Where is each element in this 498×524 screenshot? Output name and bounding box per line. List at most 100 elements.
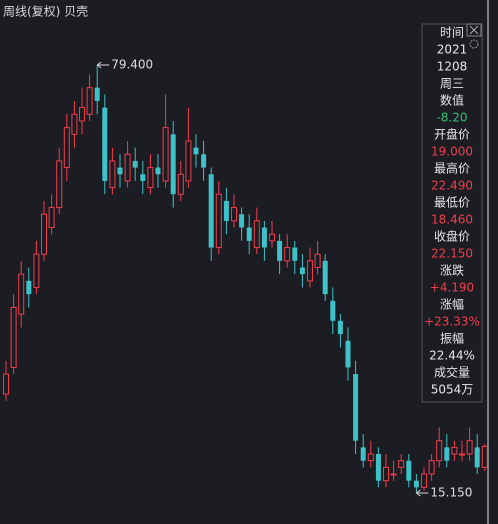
candle-body — [86, 87, 93, 115]
candle-body — [269, 233, 275, 242]
candle-body — [436, 440, 443, 462]
candle-body — [337, 320, 343, 335]
info-row: 1208 — [437, 60, 468, 74]
candle-body — [155, 167, 161, 175]
candle-body — [94, 87, 100, 101]
info-row: 收盘价 — [434, 229, 470, 244]
candle-body — [246, 227, 252, 241]
candle-body — [48, 207, 55, 229]
info-row: +23.33% — [424, 315, 480, 329]
candle-body — [367, 453, 374, 462]
candle-body — [307, 260, 313, 282]
close-icon[interactable] — [469, 25, 479, 35]
info-row: 19.000 — [431, 145, 473, 159]
info-row: 5054万 — [431, 383, 474, 397]
info-row: 22.44% — [429, 349, 475, 363]
candle-body — [185, 140, 192, 182]
close-button[interactable] — [466, 23, 482, 37]
candle-body — [375, 454, 381, 481]
candle-body — [26, 280, 32, 295]
info-panel — [421, 23, 483, 403]
candle-body — [459, 453, 465, 456]
candle-body — [102, 107, 108, 181]
candle-body — [109, 160, 116, 189]
candle-body — [33, 253, 40, 288]
close-box[interactable] — [466, 23, 482, 37]
candle-body — [330, 300, 336, 321]
info-row: 开盘价 — [434, 127, 470, 142]
candle-body — [451, 446, 458, 455]
candle-body — [231, 207, 237, 222]
info-row: 成交量 — [434, 365, 470, 380]
candle-body — [140, 174, 146, 181]
info-row: -8.20 — [436, 111, 467, 125]
chart-title: 周线(复权) 贝壳 — [3, 5, 88, 19]
candle-body — [239, 214, 245, 228]
candle-body — [421, 473, 427, 488]
candle-body — [428, 460, 435, 475]
info-row: 振幅 — [440, 331, 464, 346]
info-row: 最高价 — [434, 161, 470, 176]
candle-body — [193, 147, 199, 155]
candle-body — [79, 107, 85, 122]
candle-body — [322, 260, 328, 295]
candle-body — [413, 480, 419, 488]
candle-body — [292, 247, 298, 261]
candle-body — [223, 200, 229, 221]
candle-body — [3, 373, 9, 395]
candle-body — [162, 127, 169, 182]
candle-body — [208, 174, 214, 248]
candle-body — [124, 153, 131, 182]
candle-body — [466, 440, 473, 455]
candle-body — [201, 154, 207, 168]
candle-body — [284, 247, 291, 262]
info-row: 周三 — [440, 77, 464, 91]
candle-body — [147, 167, 154, 189]
annotation-label: 15.150 — [430, 486, 472, 500]
candle-body — [71, 113, 78, 135]
candle-body — [261, 227, 267, 248]
candle-body — [444, 447, 450, 461]
candle-body — [353, 374, 359, 441]
info-row: 最低价 — [434, 196, 470, 210]
candle-body — [277, 240, 283, 261]
info-row: 22.490 — [431, 179, 473, 193]
info-row: 22.150 — [431, 247, 473, 261]
candle-body — [18, 273, 25, 315]
candle-body — [474, 447, 480, 468]
annotation-arrow — [96, 61, 110, 69]
candle-body — [390, 473, 397, 476]
candle-body — [253, 220, 260, 249]
candle-body — [41, 213, 47, 255]
candle-body — [345, 340, 351, 368]
candle-body — [299, 267, 305, 275]
info-row: 数值 — [440, 93, 464, 108]
info-row: 涨跌 — [440, 263, 464, 278]
candle-body — [481, 445, 488, 468]
candle-body — [177, 173, 184, 195]
candles: 79.400 15.150 — [3, 58, 488, 500]
candle-body — [406, 460, 412, 481]
candle-body — [10, 306, 17, 368]
info-row: +4.190 — [430, 281, 474, 295]
annotation-arrow — [416, 489, 429, 497]
candle-body — [132, 160, 138, 168]
candle-body — [117, 167, 123, 175]
candle-body — [215, 193, 222, 249]
info-row: 2021 — [437, 43, 468, 57]
candle-body — [170, 134, 176, 195]
info-row: 涨幅 — [440, 297, 464, 312]
info-row: 时间 — [440, 26, 464, 40]
info-row: 18.460 — [431, 213, 473, 227]
candle-body — [398, 460, 405, 468]
candle-body — [63, 127, 70, 169]
candle-body — [56, 160, 63, 209]
settings-icon[interactable] — [469, 39, 479, 49]
candle-body — [360, 447, 366, 461]
candle-body — [383, 466, 389, 482]
candle-body — [314, 253, 321, 269]
annotation-label: 79.400 — [111, 58, 153, 72]
